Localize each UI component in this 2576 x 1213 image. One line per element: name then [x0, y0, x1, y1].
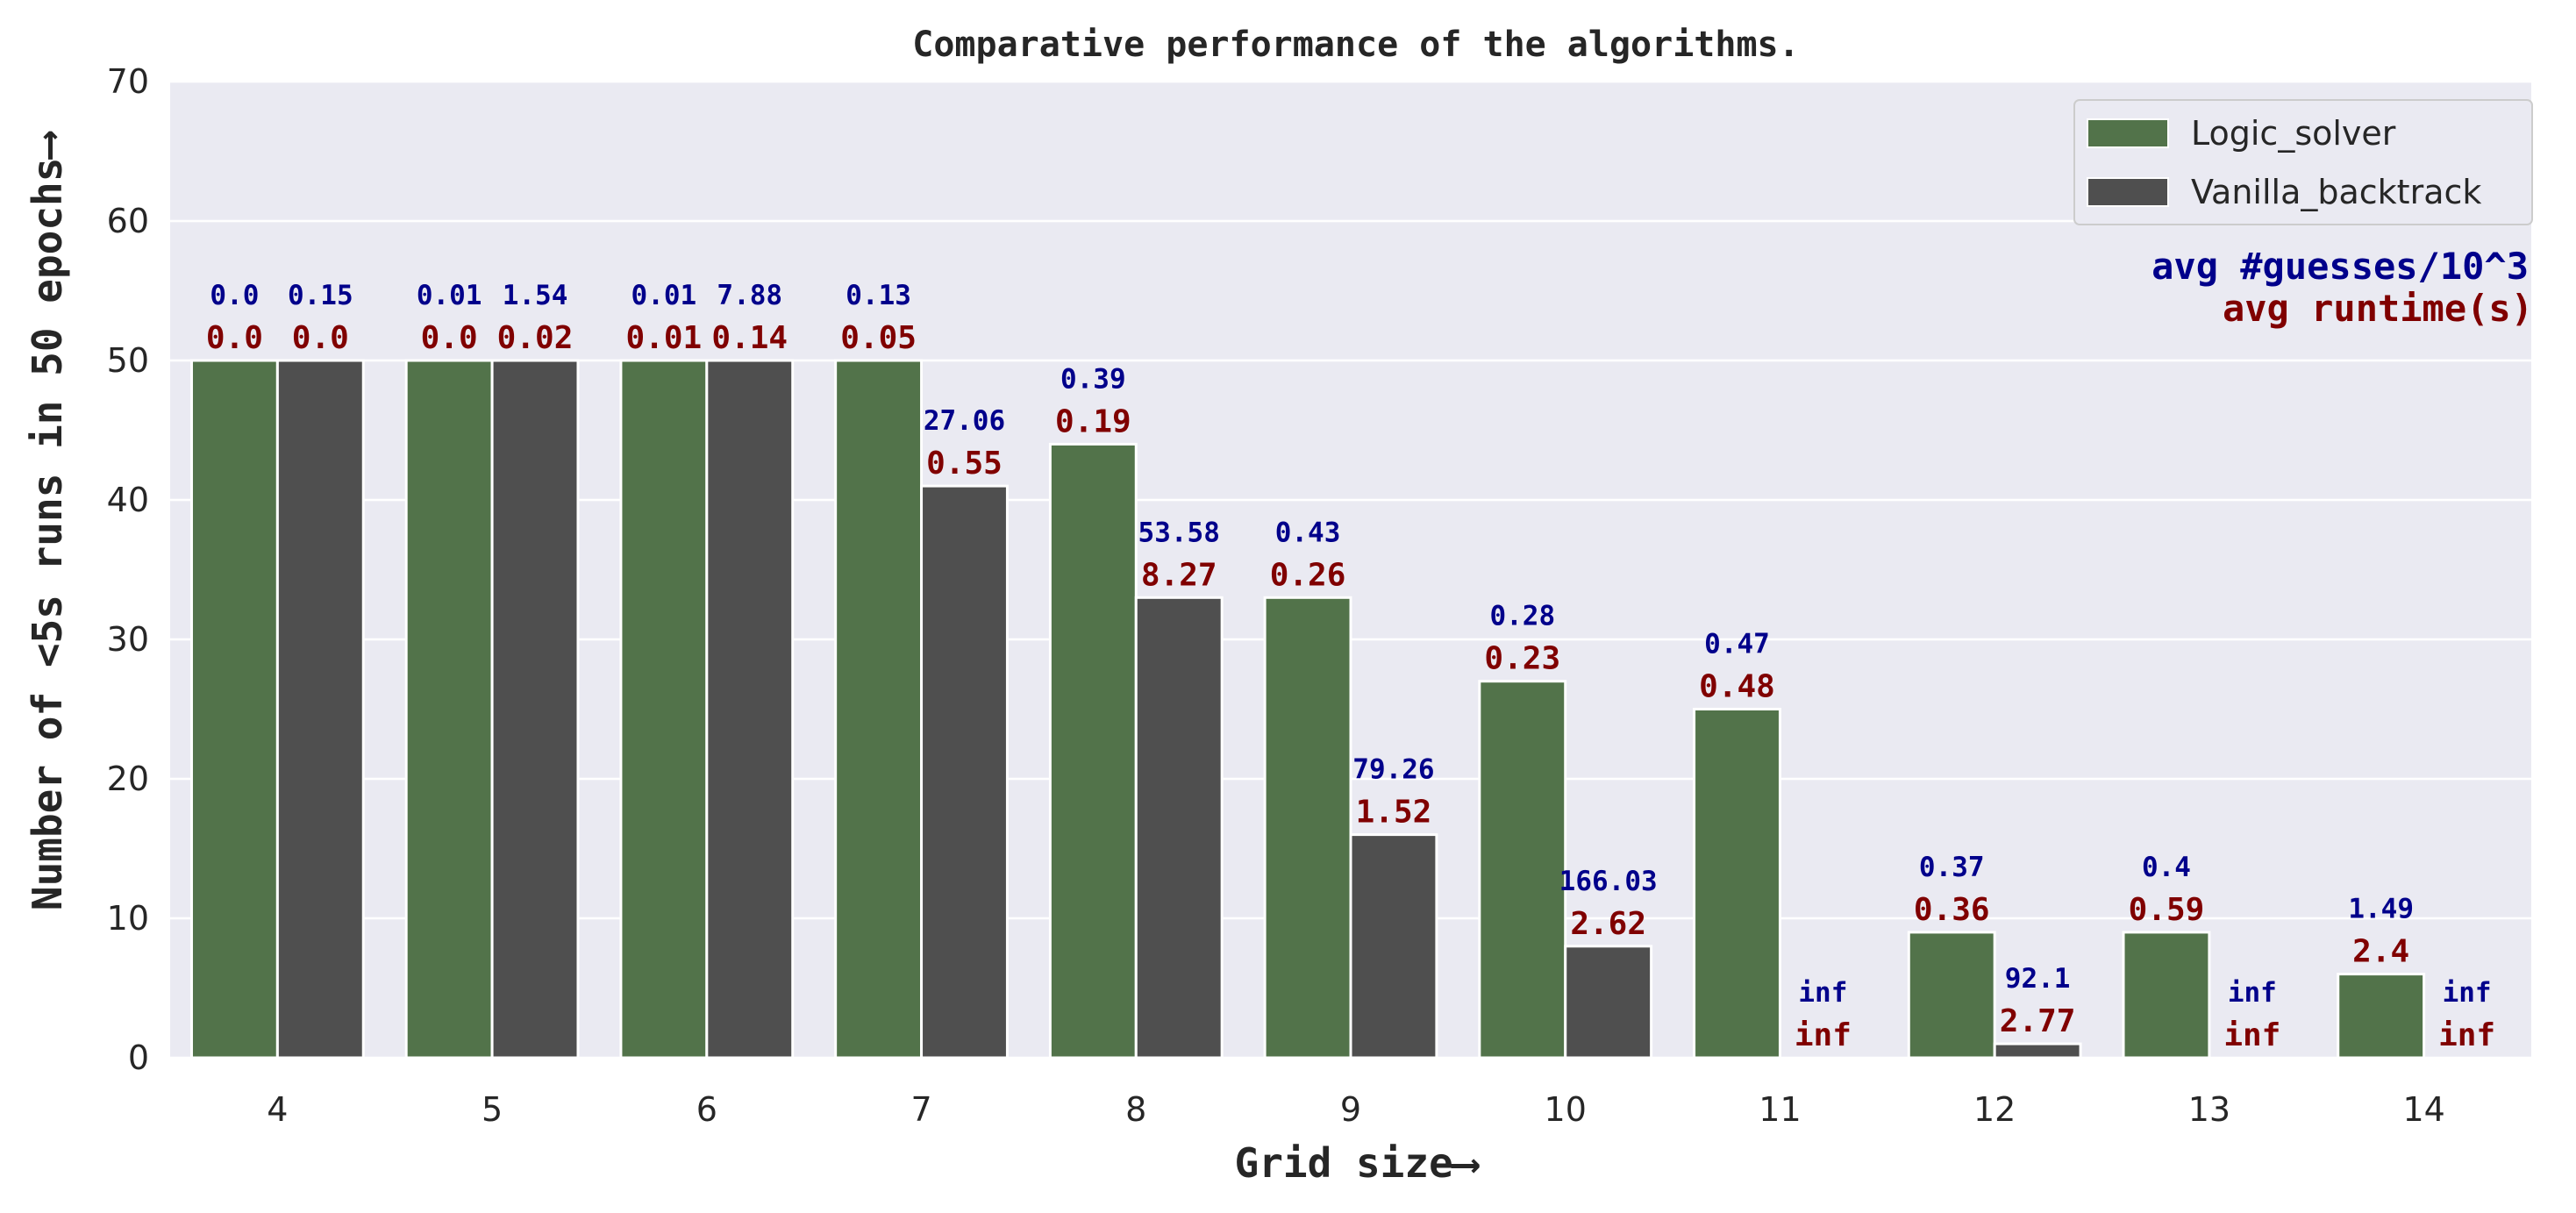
runtime-label: 0.36 [1914, 892, 1990, 928]
x-tick-label: 6 [696, 1090, 717, 1129]
bar-logic-solver [1263, 596, 1352, 1060]
bar-logic-solver [1693, 708, 1781, 1060]
guesses-label: 0.37 [1919, 852, 1985, 883]
chart-title: Comparative performance of the algorithm… [912, 25, 1799, 65]
bar-logic-solver [1478, 680, 1567, 1060]
runtime-label: 0.0 [206, 320, 263, 356]
runtime-label: inf [2223, 1017, 2280, 1053]
x-tick-label: 9 [1340, 1090, 1361, 1129]
runtime-label: inf [1795, 1017, 1852, 1053]
runtime-label: 0.26 [1270, 557, 1346, 593]
x-tick-label: 4 [267, 1090, 288, 1129]
bar-logic-solver [189, 359, 279, 1060]
x-tick-label: 12 [1973, 1090, 2016, 1129]
guesses-label: 0.39 [1060, 363, 1126, 395]
bars [189, 359, 2426, 1060]
runtime-label: 0.02 [497, 320, 574, 356]
guesses-label: 0.43 [1275, 517, 1341, 548]
runtime-label: 0.05 [840, 320, 917, 356]
guesses-label: 79.26 [1352, 754, 1434, 786]
y-tick-label: 40 [107, 481, 149, 519]
bar-logic-solver [1907, 931, 1996, 1060]
annotation-runtime-label: avg runtime(s) [2223, 287, 2533, 330]
guesses-label: 0.28 [1489, 601, 1555, 632]
runtime-label: 0.14 [711, 320, 788, 356]
x-tick-label: 13 [2188, 1090, 2230, 1129]
y-tick-label: 0 [128, 1038, 149, 1077]
runtime-label: inf [2438, 1017, 2495, 1053]
runtime-label: 0.0 [421, 320, 478, 356]
bar-vanilla-backtrack [1993, 1042, 2082, 1060]
runtime-label: 0.0 [292, 320, 349, 356]
runtime-label: 2.4 [2352, 934, 2409, 970]
bar-logic-solver [2122, 931, 2211, 1060]
annotation-guesses-label: avg #guesses/10^3 [2151, 245, 2529, 288]
legend-frame [2073, 99, 2533, 225]
bar-vanilla-backtrack [705, 359, 795, 1060]
guesses-label: inf [1798, 977, 1847, 1009]
guesses-label: 53.58 [1138, 517, 1220, 548]
runtime-label: 2.62 [1570, 906, 1646, 942]
runtime-label: 0.59 [2129, 892, 2205, 928]
y-tick-label: 60 [107, 202, 149, 240]
y-tick-label: 20 [107, 760, 149, 798]
value-labels: 0.00.00.00.150.00.010.021.540.010.010.14… [206, 280, 2495, 1053]
guesses-label: 1.54 [503, 280, 568, 311]
bar-logic-solver [1048, 442, 1138, 1060]
guesses-label: inf [2228, 977, 2277, 1009]
legend-label-logic-solver: Logic_solver [2191, 114, 2396, 153]
guesses-label: 166.03 [1559, 866, 1658, 897]
bar-logic-solver [834, 359, 924, 1060]
bar-logic-solver [404, 359, 494, 1060]
bar-vanilla-backtrack [1134, 596, 1224, 1060]
runtime-label: 0.19 [1055, 403, 1131, 439]
guesses-label: 0.15 [288, 280, 353, 311]
y-axis-ticks: 0 10 20 30 40 50 60 70 [107, 62, 149, 1077]
bar-logic-solver [2337, 973, 2426, 1060]
legend-label-vanilla-backtrack: Vanilla_backtrack [2191, 173, 2481, 211]
legend-swatch-vanilla-backtrack [2087, 177, 2169, 207]
legend: Logic_solver Vanilla_backtrack [2073, 99, 2533, 225]
x-axis-label: Grid size⟶ [1235, 1139, 1480, 1187]
x-axis-ticks: 4 5 6 7 8 9 10 11 12 13 14 [267, 1090, 2445, 1129]
guesses-label: 0.4 [2142, 852, 2191, 883]
guesses-label: 0.01 [632, 280, 697, 311]
runtime-label: 1.52 [1356, 795, 1432, 831]
x-tick-label: 5 [482, 1090, 503, 1129]
bar-vanilla-backtrack [275, 359, 365, 1060]
runtime-label: 0.01 [626, 320, 703, 356]
y-tick-label: 50 [107, 341, 149, 380]
x-tick-label: 14 [2402, 1090, 2444, 1129]
y-tick-label: 30 [107, 620, 149, 659]
bar-vanilla-backtrack [920, 484, 1009, 1060]
runtime-label: 0.23 [1484, 641, 1560, 677]
guesses-label: 0.0 [210, 280, 259, 311]
y-tick-label: 10 [107, 899, 149, 938]
y-tick-label: 70 [107, 62, 149, 101]
bar-vanilla-backtrack [490, 359, 580, 1060]
guesses-label: 1.49 [2348, 894, 2414, 925]
bar-logic-solver [619, 359, 709, 1060]
x-tick-label: 10 [1545, 1090, 1587, 1129]
y-axis-label: Number of <5s runs in 50 epochs⟶ [24, 132, 71, 911]
runtime-label: 2.77 [2000, 1003, 2076, 1039]
guesses-label: inf [2443, 977, 2492, 1009]
runtime-label: 8.27 [1141, 557, 1217, 593]
bar-vanilla-backtrack [1564, 945, 1653, 1060]
guesses-label: 7.88 [717, 280, 782, 311]
guesses-label: 0.47 [1704, 629, 1770, 660]
guesses-label: 27.06 [924, 405, 1005, 437]
runtime-label: 0.48 [1699, 669, 1775, 705]
guesses-label: 0.13 [846, 280, 911, 311]
legend-swatch-logic-solver [2087, 118, 2169, 148]
guesses-label: 0.01 [417, 280, 482, 311]
bar-vanilla-backtrack [1349, 833, 1438, 1060]
x-tick-label: 8 [1125, 1090, 1146, 1129]
runtime-label: 0.55 [926, 446, 1003, 482]
x-tick-label: 7 [910, 1090, 931, 1129]
x-tick-label: 11 [1759, 1090, 1801, 1129]
guesses-label: 92.1 [2005, 963, 2071, 995]
